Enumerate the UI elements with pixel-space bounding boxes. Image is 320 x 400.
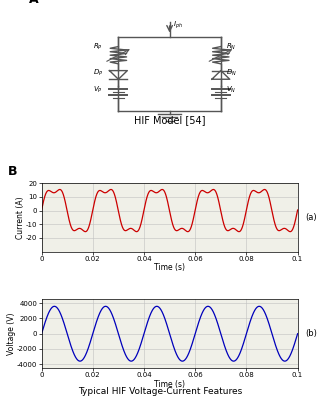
Text: $D_P$: $D_P$ [93, 68, 103, 78]
Text: $V_N$: $V_N$ [226, 85, 236, 96]
Text: A: A [29, 0, 38, 6]
Text: HIF Model [54]: HIF Model [54] [134, 116, 205, 126]
Text: (b): (b) [305, 329, 317, 338]
Text: $V_P$: $V_P$ [93, 85, 102, 96]
Text: $R_N$: $R_N$ [226, 42, 236, 52]
Text: $D_N$: $D_N$ [226, 68, 237, 78]
Text: $I_{ph}$: $I_{ph}$ [173, 20, 183, 31]
X-axis label: Time (s): Time (s) [154, 380, 185, 388]
Text: B: B [8, 165, 18, 178]
X-axis label: Time (s): Time (s) [154, 263, 185, 272]
Text: Typical HIF Voltage-Current Features: Typical HIF Voltage-Current Features [78, 387, 242, 396]
Y-axis label: Voltage (V): Voltage (V) [7, 312, 16, 355]
Text: $R_P$: $R_P$ [93, 42, 103, 52]
Y-axis label: Current (A): Current (A) [16, 196, 25, 239]
Text: (a): (a) [305, 213, 317, 222]
